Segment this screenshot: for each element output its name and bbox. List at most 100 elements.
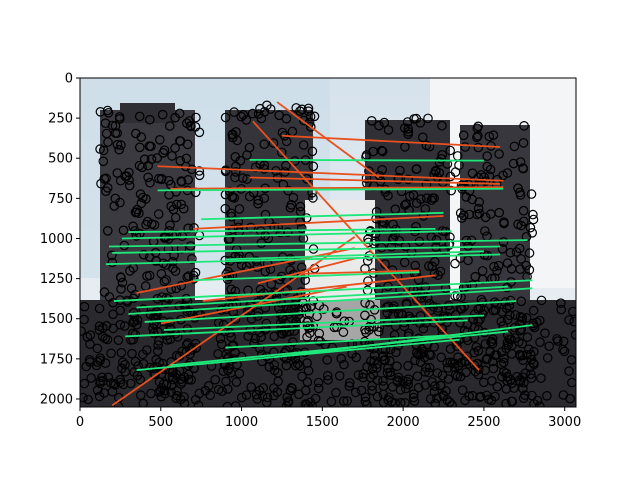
- keypoint-marker: [117, 277, 128, 288]
- keypoint-marker: [460, 142, 470, 152]
- keypoint-marker: [559, 346, 570, 357]
- keypoint-marker: [364, 226, 375, 237]
- keypoint-marker: [294, 309, 304, 320]
- keypoint-marker: [190, 122, 201, 132]
- keypoint-marker: [135, 374, 145, 385]
- keypoint-marker: [254, 343, 265, 354]
- y-tick-label: 750: [48, 192, 73, 207]
- keypoint-marker: [130, 226, 140, 236]
- keypoint-marker: [515, 157, 526, 167]
- outlier-match-line: [249, 176, 501, 185]
- keypoint-marker: [274, 110, 284, 121]
- keypoint-marker: [191, 343, 201, 353]
- keypoint-marker: [94, 303, 105, 314]
- keypoint-marker: [179, 398, 190, 407]
- keypoint-marker: [378, 351, 388, 361]
- keypoint-marker: [112, 139, 123, 150]
- keypoint-marker: [107, 120, 118, 131]
- keypoint-marker: [408, 389, 419, 399]
- keypoint-marker: [253, 198, 263, 209]
- keypoint-marker: [92, 343, 103, 354]
- keypoint-marker: [378, 376, 388, 386]
- keypoint-marker: [268, 138, 279, 148]
- keypoint-marker: [103, 372, 114, 383]
- keypoint-marker: [424, 367, 434, 378]
- keypoint-marker: [436, 154, 447, 164]
- keypoint-marker: [134, 111, 145, 122]
- keypoint-marker: [260, 209, 271, 220]
- keypoint-marker: [292, 311, 302, 322]
- keypoint-marker: [569, 316, 576, 327]
- keypoint-marker: [509, 383, 519, 393]
- keypoint-marker: [256, 332, 266, 342]
- keypoint-marker: [236, 392, 247, 403]
- keypoint-marker: [302, 377, 313, 387]
- keypoint-marker: [514, 243, 525, 254]
- keypoint-marker: [459, 356, 470, 367]
- keypoint-marker: [383, 281, 393, 292]
- keypoint-marker: [469, 347, 480, 358]
- keypoint-marker: [176, 199, 187, 210]
- y-tick-label: 0: [65, 72, 73, 87]
- keypoint-marker: [518, 205, 529, 216]
- keypoint-marker: [322, 355, 332, 365]
- keypoint-marker: [152, 153, 162, 163]
- keypoint-marker: [502, 371, 513, 382]
- keypoint-marker: [288, 337, 298, 347]
- keypoint-marker: [469, 360, 480, 371]
- keypoint-marker: [125, 266, 135, 276]
- keypoint-marker: [151, 354, 161, 365]
- keypoint-marker: [429, 381, 440, 391]
- keypoint-marker: [480, 339, 491, 349]
- outlier-match-line: [257, 256, 359, 285]
- keypoint-marker: [269, 360, 280, 370]
- keypoint-marker: [474, 392, 485, 402]
- keypoint-marker: [411, 221, 421, 232]
- keypoint-marker: [410, 355, 420, 366]
- keypoint-marker: [490, 305, 501, 315]
- keypoint-marker: [305, 122, 316, 132]
- keypoint-marker: [303, 106, 314, 116]
- keypoint-marker: [470, 366, 481, 377]
- keypoint-marker: [498, 321, 508, 331]
- keypoint-marker: [499, 217, 509, 227]
- keypoint-marker: [227, 191, 237, 202]
- keypoint-marker: [437, 324, 448, 334]
- keypoint-marker: [230, 314, 241, 324]
- keypoint-marker: [120, 366, 131, 377]
- keypoint-marker: [110, 121, 121, 131]
- keypoint-marker: [383, 190, 393, 201]
- keypoint-marker: [418, 211, 429, 221]
- inlier-matches: [105, 158, 533, 371]
- keypoint-marker: [116, 347, 127, 358]
- keypoint-marker: [556, 304, 566, 315]
- keypoint-marker: [230, 347, 240, 358]
- keypoint-marker: [303, 315, 313, 326]
- keypoint-marker: [473, 142, 484, 153]
- keypoint-marker: [220, 112, 231, 123]
- plot-frame: [79, 77, 577, 408]
- keypoint-marker: [190, 267, 201, 278]
- keypoint-marker: [367, 381, 377, 391]
- keypoint-marker: [360, 396, 371, 407]
- keypoint-marker: [259, 139, 269, 149]
- keypoint-marker: [485, 347, 495, 357]
- keypoint-marker: [242, 174, 252, 184]
- keypoint-marker: [524, 248, 535, 258]
- keypoint-marker: [95, 107, 106, 117]
- keypoint-marker: [367, 385, 377, 396]
- keypoint-marker: [344, 377, 355, 388]
- keypoint-marker: [213, 349, 223, 359]
- keypoint-marker: [380, 259, 390, 269]
- keypoint-marker: [101, 128, 112, 139]
- keypoint-marker: [246, 314, 257, 324]
- keypoint-marker: [385, 370, 396, 380]
- keypoint-marker: [418, 323, 429, 334]
- keypoint-marker: [449, 358, 460, 369]
- keypoint-marker: [226, 211, 237, 222]
- inlier-match-line: [144, 300, 517, 323]
- keypoint-marker: [535, 337, 545, 347]
- outlier-match-line: [202, 274, 436, 302]
- keypoint-marker: [297, 371, 307, 382]
- keypoint-marker: [310, 393, 321, 404]
